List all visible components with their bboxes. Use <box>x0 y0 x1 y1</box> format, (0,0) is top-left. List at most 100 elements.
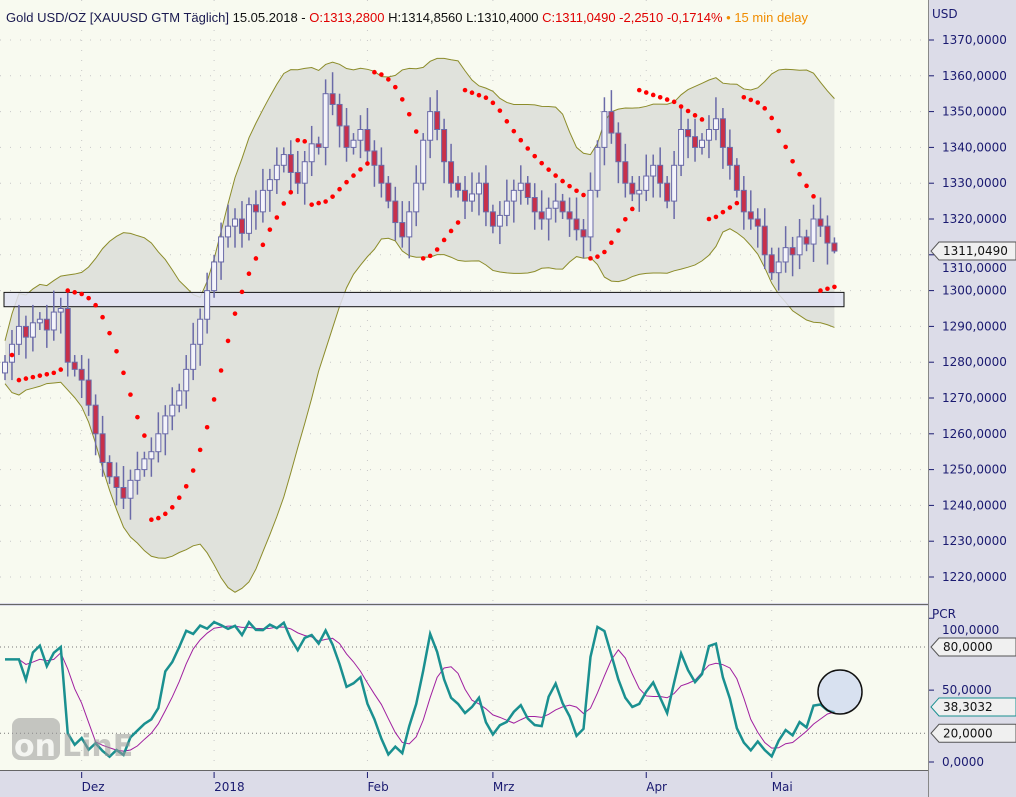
candle <box>789 247 796 256</box>
candle <box>475 182 482 195</box>
sar-dot <box>630 206 635 212</box>
sar-dot <box>413 129 419 134</box>
sar-dot <box>37 373 43 378</box>
y-tick-label: 1230,0000 <box>942 534 1007 548</box>
sar-dot <box>23 376 29 381</box>
sar-dot <box>218 368 224 373</box>
sar-dot <box>720 209 726 215</box>
candle <box>803 236 810 245</box>
x-tick-label: Apr <box>646 780 667 794</box>
pcr-level-tag: 80,0000 <box>943 640 993 654</box>
header-close: C:1311,0490 -2,2510 -0,1714% <box>542 10 723 25</box>
sar-dot <box>476 92 482 98</box>
sar-dot <box>58 367 64 372</box>
pcr-level-tag: 20,0000 <box>943 726 993 740</box>
candle <box>678 129 685 166</box>
sar-dot <box>434 247 440 252</box>
sar-dot <box>358 167 363 172</box>
candle <box>2 361 8 374</box>
candle <box>462 189 469 202</box>
header-low: L:1310,4000 <box>466 10 539 25</box>
candle <box>322 93 329 148</box>
sar-dot <box>44 371 50 377</box>
candle <box>587 189 594 238</box>
pcr-y-tick-label: 100,0000 <box>942 623 999 637</box>
y-tick-label: 1310,0000 <box>942 261 1007 275</box>
candle <box>71 361 78 370</box>
sar-dot <box>260 242 266 248</box>
candle <box>573 218 580 231</box>
sar-dot <box>595 254 600 259</box>
candle <box>726 146 733 166</box>
candle <box>636 189 643 195</box>
sar-dot <box>211 397 217 402</box>
sar-dot <box>636 87 642 93</box>
sar-dot <box>190 468 196 473</box>
sar-dot <box>232 311 238 316</box>
candle <box>176 390 183 406</box>
sar-dot <box>713 214 719 220</box>
candle <box>294 171 301 184</box>
pcr-level-tag-bg <box>930 637 1016 657</box>
delay-label: 15 min delay <box>734 10 809 25</box>
sar-dot <box>295 137 301 143</box>
candle <box>768 254 775 274</box>
x-tick-label: Dez <box>82 780 105 794</box>
candle <box>92 404 99 435</box>
y-tick-label: 1370,0000 <box>942 33 1007 47</box>
y-tick-label: 1220,0000 <box>942 570 1007 584</box>
candle <box>448 161 455 184</box>
candle <box>22 325 29 338</box>
sar-dot <box>246 271 252 277</box>
sar-dot <box>692 113 698 118</box>
candle <box>36 318 43 324</box>
candle <box>441 129 448 163</box>
sar-dot <box>455 220 461 225</box>
candle <box>336 103 343 127</box>
bollinger-upper-line <box>4 57 835 341</box>
sar-dot <box>797 171 802 177</box>
sar-dot <box>337 186 342 192</box>
candle <box>155 433 162 453</box>
sar-dot <box>420 256 426 261</box>
candle <box>113 476 120 489</box>
candle <box>608 111 615 134</box>
sar-dot <box>616 228 621 233</box>
candle <box>594 146 601 191</box>
sar-dot <box>539 160 544 166</box>
candle <box>510 189 517 202</box>
sar-dot <box>602 249 607 255</box>
sar-dot <box>330 194 335 199</box>
sar-dot <box>727 205 733 210</box>
candle <box>273 164 280 181</box>
sar-dot <box>734 200 740 206</box>
sar-dot <box>197 447 203 453</box>
sar-dot <box>30 374 36 380</box>
sar-dot <box>309 202 314 207</box>
candle <box>650 164 657 177</box>
candle <box>106 461 113 478</box>
candle <box>99 433 106 463</box>
candle <box>225 225 232 238</box>
sar-dot <box>86 295 91 301</box>
sar-dot <box>323 199 328 204</box>
candle <box>301 161 308 184</box>
sar-dot <box>393 84 398 90</box>
candle <box>566 211 573 220</box>
header-high: H:1314,8560 <box>388 10 463 25</box>
sar-dot <box>706 216 712 222</box>
candle <box>183 368 190 392</box>
sar-dot <box>755 100 761 105</box>
candle <box>817 218 824 227</box>
candle <box>420 139 427 184</box>
candle <box>134 469 141 481</box>
sar-dot <box>344 179 349 185</box>
chart-header: Gold USD/OZ [XAUUSD GTM Täglich] 15.05.2… <box>6 10 808 25</box>
candle <box>831 242 838 252</box>
x-tick-label: Mai <box>772 780 793 794</box>
candle <box>796 236 803 256</box>
candle <box>503 200 510 216</box>
sar-dot <box>462 87 468 93</box>
candle <box>629 182 636 195</box>
sar-dot <box>399 97 405 102</box>
